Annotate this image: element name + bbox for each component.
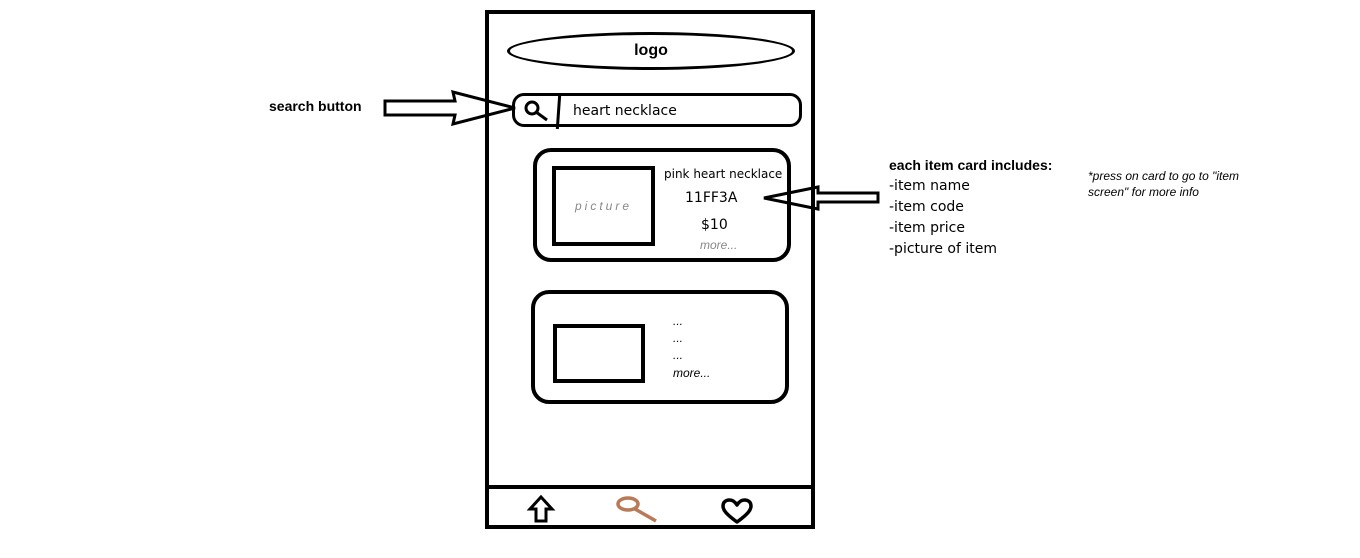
search-input[interactable]: heart necklace — [573, 103, 677, 119]
annotation-search-button: search button — [269, 98, 362, 114]
search-icon — [524, 100, 548, 122]
item-placeholder-line: ... — [673, 348, 684, 362]
item-card[interactable] — [531, 290, 789, 404]
search-bar[interactable] — [512, 93, 802, 127]
item-price: $10 — [701, 217, 728, 233]
tab-bar-divider — [487, 485, 815, 489]
item-code: 11FF3A — [685, 190, 738, 206]
phone-frame — [485, 10, 815, 529]
tab-home[interactable] — [526, 494, 556, 524]
logo-text: logo — [634, 42, 668, 59]
item-card[interactable] — [533, 148, 791, 262]
more-link[interactable]: more... — [673, 366, 711, 380]
item-picture — [553, 324, 645, 383]
item-placeholder-line: ... — [673, 314, 684, 328]
annotation-card-item: -item price — [889, 220, 965, 236]
item-name: pink heart necklace — [664, 167, 783, 181]
item-placeholder-line: ... — [673, 331, 684, 345]
search-button[interactable] — [520, 98, 552, 124]
heart-icon — [721, 498, 753, 524]
search-icon — [616, 496, 657, 523]
item-picture: picture — [552, 166, 655, 246]
more-link[interactable]: more... — [700, 238, 738, 252]
annotation-card-item: -picture of item — [889, 241, 997, 257]
annotation-hint: *press on card to go to "item screen" fo… — [1088, 169, 1240, 199]
tab-favorites[interactable] — [720, 497, 754, 525]
annotation-card-item: -item name — [889, 178, 970, 194]
annotation-arrow-left-icon — [763, 185, 880, 211]
logo: logo — [507, 32, 795, 70]
annotation-card-item: -item code — [889, 199, 964, 215]
home-up-arrow-icon — [526, 494, 556, 523]
annotation-card-title: each item card includes: — [889, 157, 1053, 173]
annotation-arrow-right-icon — [383, 90, 516, 126]
picture-label: picture — [574, 199, 633, 213]
tab-search[interactable] — [614, 494, 660, 524]
